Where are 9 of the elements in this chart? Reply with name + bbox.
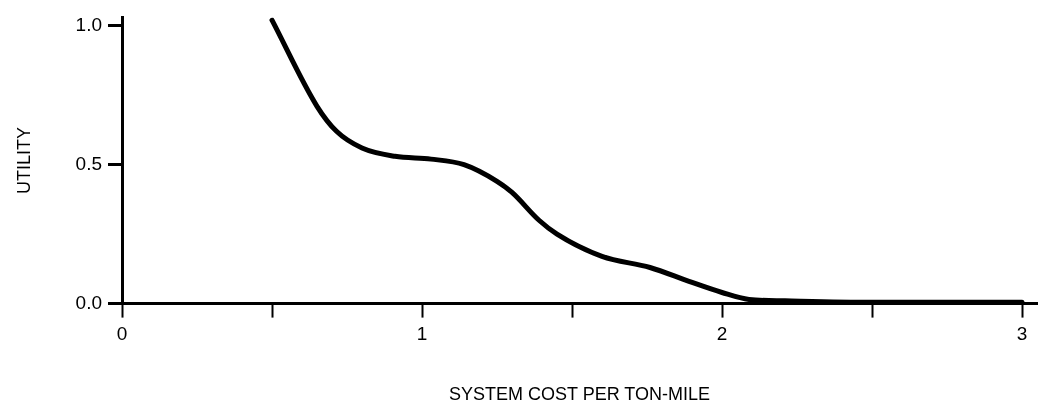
x-tick-label: 3 xyxy=(1016,323,1028,345)
x-axis-title: SYSTEM COST PER TON-MILE xyxy=(448,384,711,405)
y-tick-label: 0.0 xyxy=(75,291,103,313)
x-tick-label: 0 xyxy=(116,323,128,345)
x-tick-label: 2 xyxy=(716,323,728,345)
y-axis-title: UTILITY xyxy=(13,126,34,195)
y-tick-label: 0.5 xyxy=(75,152,103,174)
y-tick-label: 1.0 xyxy=(75,13,103,35)
x-tick-label: 1 xyxy=(416,323,428,345)
